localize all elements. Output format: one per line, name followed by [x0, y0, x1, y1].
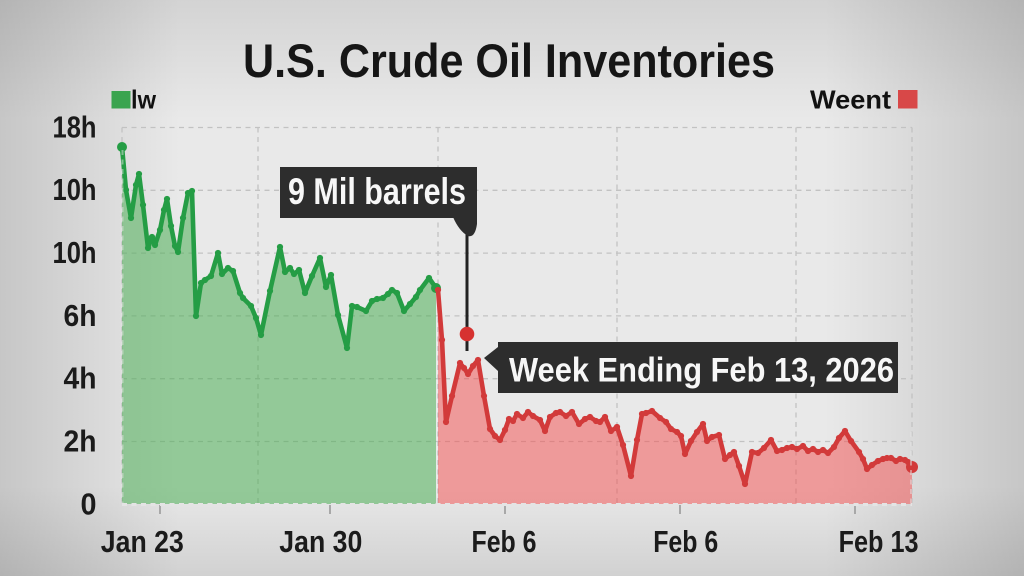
- svg-text:Feb 6: Feb 6: [653, 524, 718, 559]
- svg-text:U.S. Crude Oil Inventories: U.S. Crude Oil Inventories: [243, 34, 775, 87]
- svg-text:Feb 6: Feb 6: [472, 524, 537, 559]
- svg-text:18h: 18h: [53, 109, 97, 144]
- svg-text:Week Ending Feb 13, 2026: Week Ending Feb 13, 2026: [509, 352, 894, 390]
- svg-text:2h: 2h: [64, 423, 97, 458]
- svg-text:lw: lw: [131, 85, 157, 115]
- svg-text:Weent: Weent: [810, 85, 891, 115]
- svg-text:4h: 4h: [64, 361, 97, 396]
- svg-text:6h: 6h: [64, 298, 97, 333]
- svg-text:Jan 30: Jan 30: [279, 524, 362, 559]
- svg-text:Feb 13: Feb 13: [839, 524, 919, 559]
- svg-text:10h: 10h: [53, 235, 97, 270]
- svg-text:Jan 23: Jan 23: [101, 524, 184, 559]
- svg-text:9 Mil barrels: 9 Mil barrels: [288, 171, 466, 212]
- svg-text:0: 0: [81, 487, 97, 522]
- svg-text:10h: 10h: [53, 172, 97, 207]
